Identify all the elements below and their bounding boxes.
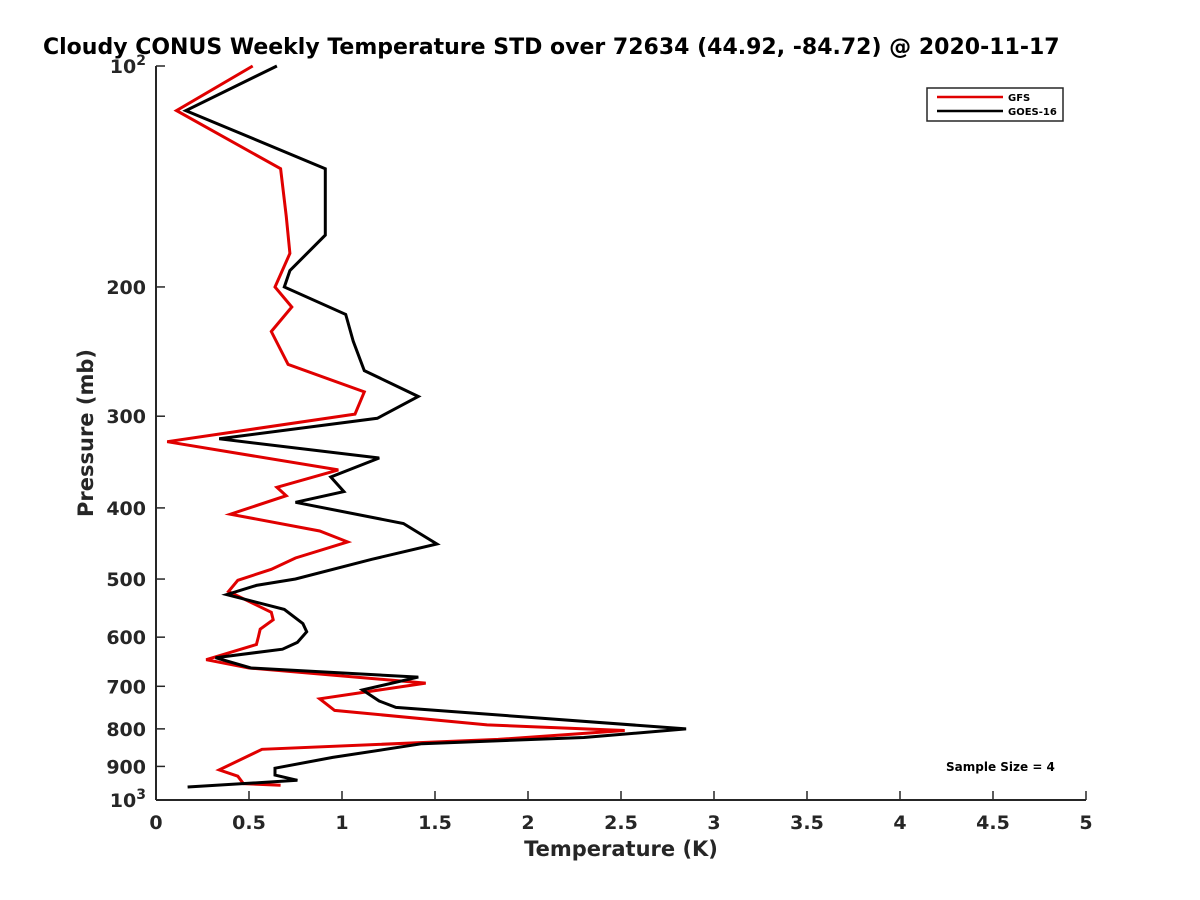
x-tick-label: 2	[521, 812, 534, 834]
chart-title: Cloudy CONUS Weekly Temperature STD over…	[43, 35, 1060, 60]
y-tick-label: 600	[106, 627, 146, 649]
plot-area: 0 0.5 1 1.5 2 2.5 3 3.5 4 4.5 5 102 200 300 400 500 600…	[106, 53, 1092, 834]
sample-size-annotation: Sample Size = 4	[946, 760, 1055, 774]
y-tick-label: 200	[106, 277, 146, 299]
y-tick-label: 500	[106, 569, 146, 591]
legend-label-goes16: GOES-16	[1008, 107, 1057, 118]
y-ticks: 102 200 300 400 500 600 700 800 900 103	[106, 53, 165, 812]
x-ticks: 0 0.5 1 1.5 2 2.5 3 3.5 4 4.5 5	[149, 791, 1093, 834]
legend: GFS GOES-16	[926, 87, 1064, 122]
y-tick-label: 102	[110, 53, 146, 78]
x-tick-label: 4.5	[976, 812, 1010, 834]
y-tick-label: 700	[106, 676, 146, 698]
x-tick-label: 1	[335, 812, 348, 834]
x-tick-label: 5	[1079, 812, 1092, 834]
x-tick-label: 3.5	[790, 812, 824, 834]
series-line-gfs	[166, 64, 625, 787]
y-tick-label: 300	[106, 406, 146, 428]
x-tick-label: 3	[707, 812, 720, 834]
x-axis-label: Temperature (K)	[524, 837, 718, 861]
x-tick-label: 0.5	[232, 812, 266, 834]
y-tick-label: 400	[106, 498, 146, 520]
legend-box	[926, 87, 1064, 122]
y-tick-label: 900	[106, 756, 146, 778]
x-tick-label: 2.5	[604, 812, 638, 834]
y-tick-label: 800	[106, 719, 146, 741]
x-tick-label: 0	[149, 812, 162, 834]
series-layer	[166, 64, 687, 789]
series-line-goes16	[182, 64, 687, 789]
x-tick-label: 1.5	[418, 812, 452, 834]
y-axis-label: Pressure (mb)	[74, 349, 98, 517]
legend-label-gfs: GFS	[1008, 93, 1030, 104]
y-tick-label: 103	[110, 787, 146, 812]
x-tick-label: 4	[893, 812, 906, 834]
